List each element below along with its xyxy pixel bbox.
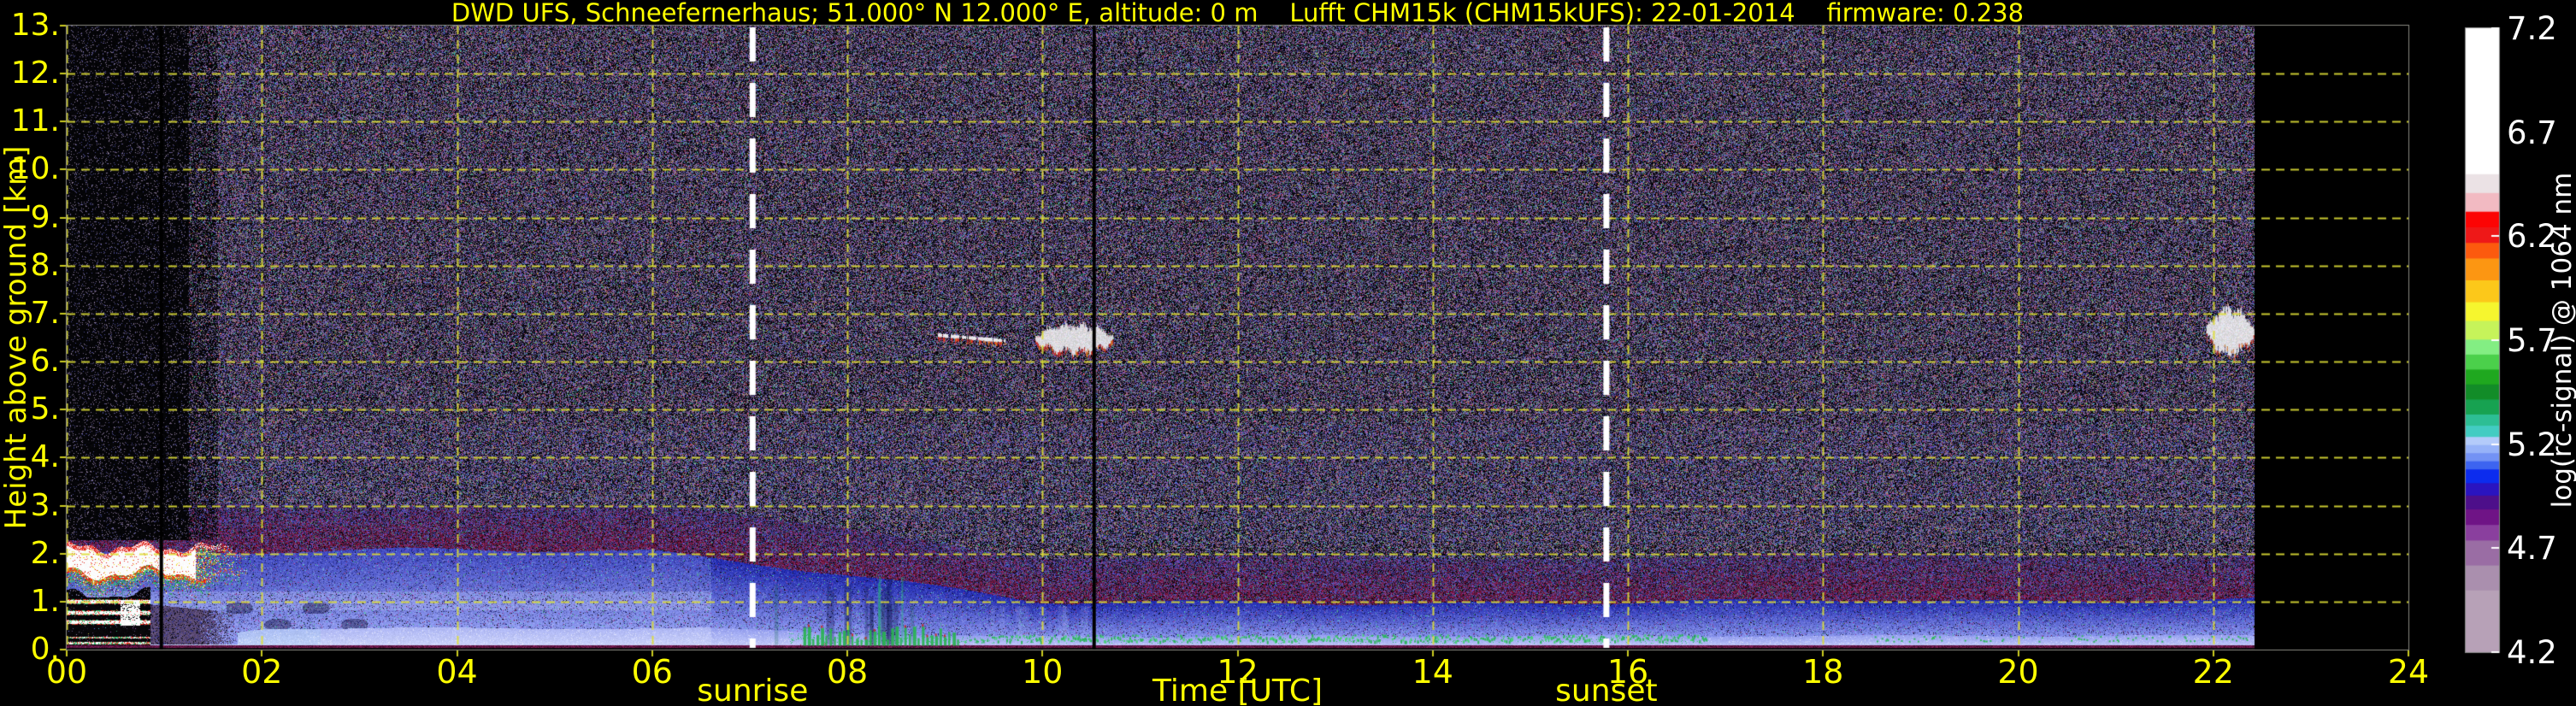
x-tick-label: 24: [2387, 653, 2430, 691]
colorbar-tick-label: 5.2: [2507, 426, 2557, 463]
y-tick-label: 4.: [30, 439, 60, 475]
colorbar-tick-label: 6.7: [2507, 114, 2557, 151]
x-tick-label: 18: [1802, 653, 1844, 691]
figure-title: DWD UFS, Schneefernerhaus; 51.000° N 12.…: [451, 0, 2025, 27]
x-tick-label: 00: [45, 653, 88, 691]
colorbar-tick-label: 4.7: [2507, 530, 2557, 568]
x-tick-label: 14: [1412, 653, 1453, 691]
y-tick-label: 0.: [30, 632, 60, 667]
x-tick-label: 16: [1606, 653, 1649, 691]
y-tick-label: 3.: [30, 487, 60, 523]
x-axis-title: Time [UTC]: [1152, 674, 1323, 706]
y-tick-label: 5.: [30, 391, 60, 427]
x-tick-label: 02: [241, 653, 283, 691]
y-tick-label: 9.: [30, 199, 60, 235]
sunset-label: sunset: [1555, 674, 1658, 706]
y-tick-label: 10.: [10, 151, 60, 187]
colorbar-tick-label: 6.2: [2507, 218, 2557, 256]
sunrise-label: sunrise: [697, 674, 809, 706]
y-tick-label: 8.: [30, 247, 60, 283]
y-tick-label: 6.: [30, 344, 60, 379]
y-tick-label: 12.: [10, 56, 60, 91]
x-tick-label: 08: [826, 653, 869, 691]
y-tick-label: 1.: [30, 583, 60, 619]
x-tick-label: 06: [631, 653, 673, 691]
x-tick-label: 22: [2192, 653, 2234, 691]
x-tick-label: 04: [436, 653, 478, 691]
colorbar-tick-label: 7.2: [2507, 10, 2557, 47]
x-tick-label: 20: [1997, 653, 2039, 691]
colorbar-tick-label: 5.7: [2507, 322, 2557, 359]
y-tick-label: 13.: [10, 8, 60, 43]
y-tick-label: 7.: [30, 295, 60, 331]
colorbar-tick-label: 4.2: [2507, 634, 2557, 671]
x-tick-label: 12: [1217, 653, 1259, 691]
y-tick-label: 2.: [30, 535, 60, 571]
x-tick-label: 10: [1022, 653, 1064, 691]
y-tick-label: 11.: [10, 103, 60, 139]
